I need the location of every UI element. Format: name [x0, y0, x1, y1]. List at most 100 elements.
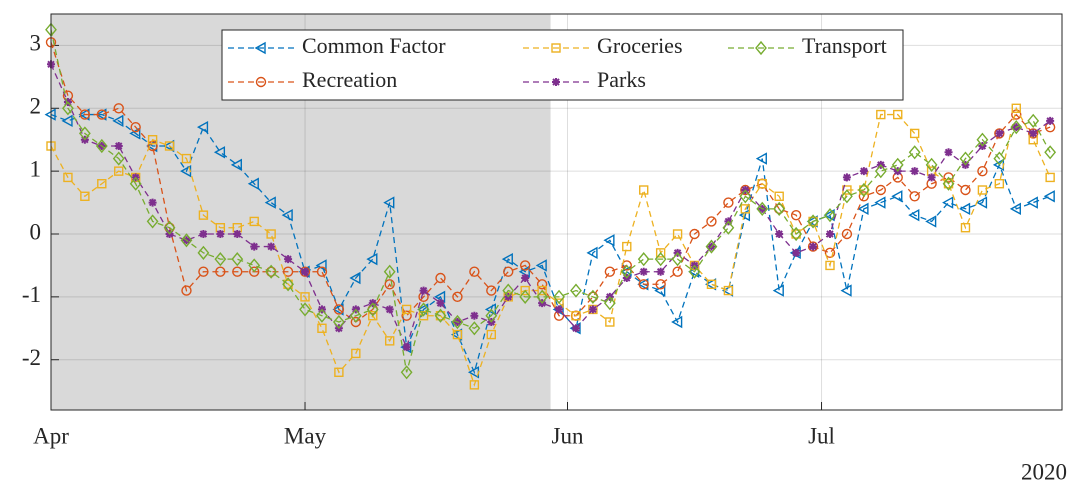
marker: [267, 242, 276, 251]
marker: [300, 292, 310, 302]
marker: [146, 214, 159, 229]
marker: [536, 279, 548, 290]
marker: [112, 114, 124, 128]
marker: [1026, 196, 1038, 209]
marker: [706, 216, 717, 227]
marker: [1029, 129, 1038, 138]
x-tick-label: May: [284, 423, 327, 448]
marker: [553, 289, 565, 304]
marker: [840, 284, 852, 297]
marker: [808, 216, 818, 227]
marker: [536, 289, 549, 304]
marker: [282, 266, 294, 277]
marker: [214, 252, 227, 267]
marker: [876, 109, 886, 120]
marker: [603, 234, 615, 247]
marker: [722, 220, 735, 235]
marker: [908, 208, 920, 222]
marker: [96, 109, 108, 120]
marker: [841, 228, 853, 240]
x-tick-label: Jun: [552, 423, 584, 448]
marker: [249, 216, 259, 227]
marker: [790, 209, 802, 221]
marker: [537, 285, 547, 296]
marker: [400, 365, 413, 380]
marker: [603, 296, 616, 311]
marker: [181, 285, 192, 296]
marker: [368, 311, 378, 321]
marker: [180, 233, 193, 248]
marker: [114, 142, 123, 150]
x-axis-label: 2020: [1021, 459, 1067, 484]
marker: [147, 135, 158, 145]
marker: [62, 101, 74, 116]
marker: [688, 264, 701, 279]
marker: [503, 266, 514, 277]
marker: [893, 109, 903, 120]
marker: [249, 266, 260, 277]
marker: [857, 182, 870, 198]
marker: [384, 279, 395, 290]
marker: [1009, 202, 1021, 216]
marker: [349, 308, 362, 323]
marker: [859, 167, 868, 176]
marker: [588, 305, 597, 314]
marker: [299, 302, 311, 317]
marker: [332, 314, 345, 330]
marker: [197, 245, 210, 260]
marker: [79, 109, 91, 120]
marker: [78, 126, 91, 141]
marker: [552, 78, 560, 86]
legend-box: [221, 29, 904, 101]
marker: [757, 179, 767, 189]
marker: [334, 367, 344, 377]
marker: [317, 323, 327, 333]
marker: [891, 157, 904, 172]
marker: [807, 214, 819, 229]
marker: [976, 132, 989, 147]
marker: [316, 308, 328, 323]
marker: [301, 267, 310, 276]
marker: [333, 304, 345, 315]
y-tick-label: 0: [30, 219, 42, 244]
marker: [739, 189, 752, 204]
marker: [383, 196, 395, 209]
marker: [637, 252, 650, 267]
x-tick-label: Jul: [808, 423, 835, 448]
marker: [196, 120, 209, 134]
marker: [925, 157, 938, 172]
marker: [756, 201, 769, 216]
marker: [282, 277, 294, 292]
marker: [772, 284, 784, 297]
marker: [655, 248, 666, 258]
marker: [875, 184, 886, 196]
marker: [164, 141, 175, 151]
marker: [555, 305, 564, 314]
marker: [824, 208, 836, 223]
marker: [586, 246, 598, 260]
marker: [891, 190, 903, 203]
marker: [740, 204, 751, 214]
marker: [130, 121, 141, 133]
series-line: [50, 106, 1051, 387]
marker: [842, 173, 851, 182]
marker: [706, 279, 717, 289]
marker: [349, 271, 361, 285]
marker: [672, 229, 683, 239]
marker: [199, 230, 208, 238]
marker: [435, 311, 446, 321]
marker: [230, 158, 242, 172]
y-tick-label: -2: [22, 345, 41, 370]
marker: [622, 241, 632, 252]
marker: [215, 266, 226, 277]
marker: [502, 283, 515, 298]
marker: [977, 165, 988, 177]
marker: [247, 177, 259, 190]
legend-label: Recreation: [302, 67, 397, 92]
marker: [401, 304, 412, 315]
marker: [469, 266, 480, 277]
marker: [385, 305, 394, 314]
marker: [755, 152, 767, 165]
plot-frame: [50, 13, 1063, 411]
